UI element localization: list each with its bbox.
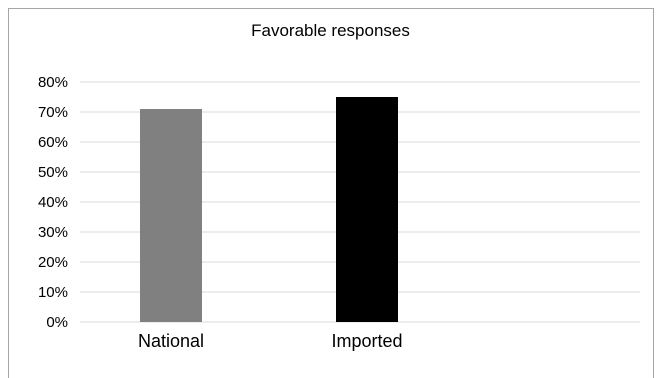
x-category-label: Imported bbox=[331, 331, 402, 351]
x-category-label: National bbox=[138, 331, 204, 351]
y-tick-label: 50% bbox=[38, 164, 68, 181]
bar-chart: 0% 10% 20% 30% 40% 50% 60% 70% 80% National Import… bbox=[38, 74, 640, 351]
bar-national bbox=[140, 109, 202, 322]
y-tick-label: 0% bbox=[46, 314, 68, 331]
chart-frame bbox=[8, 8, 654, 378]
y-tick-label: 70% bbox=[38, 104, 68, 121]
y-tick-label: 30% bbox=[38, 224, 68, 241]
chart-title: Favorable responses bbox=[251, 21, 410, 40]
bar-imported bbox=[336, 97, 398, 322]
y-tick-label: 10% bbox=[38, 284, 68, 301]
y-tick-label: 80% bbox=[38, 74, 68, 91]
y-tick-label: 20% bbox=[38, 254, 68, 271]
y-tick-label: 40% bbox=[38, 194, 68, 211]
y-tick-label: 60% bbox=[38, 134, 68, 151]
